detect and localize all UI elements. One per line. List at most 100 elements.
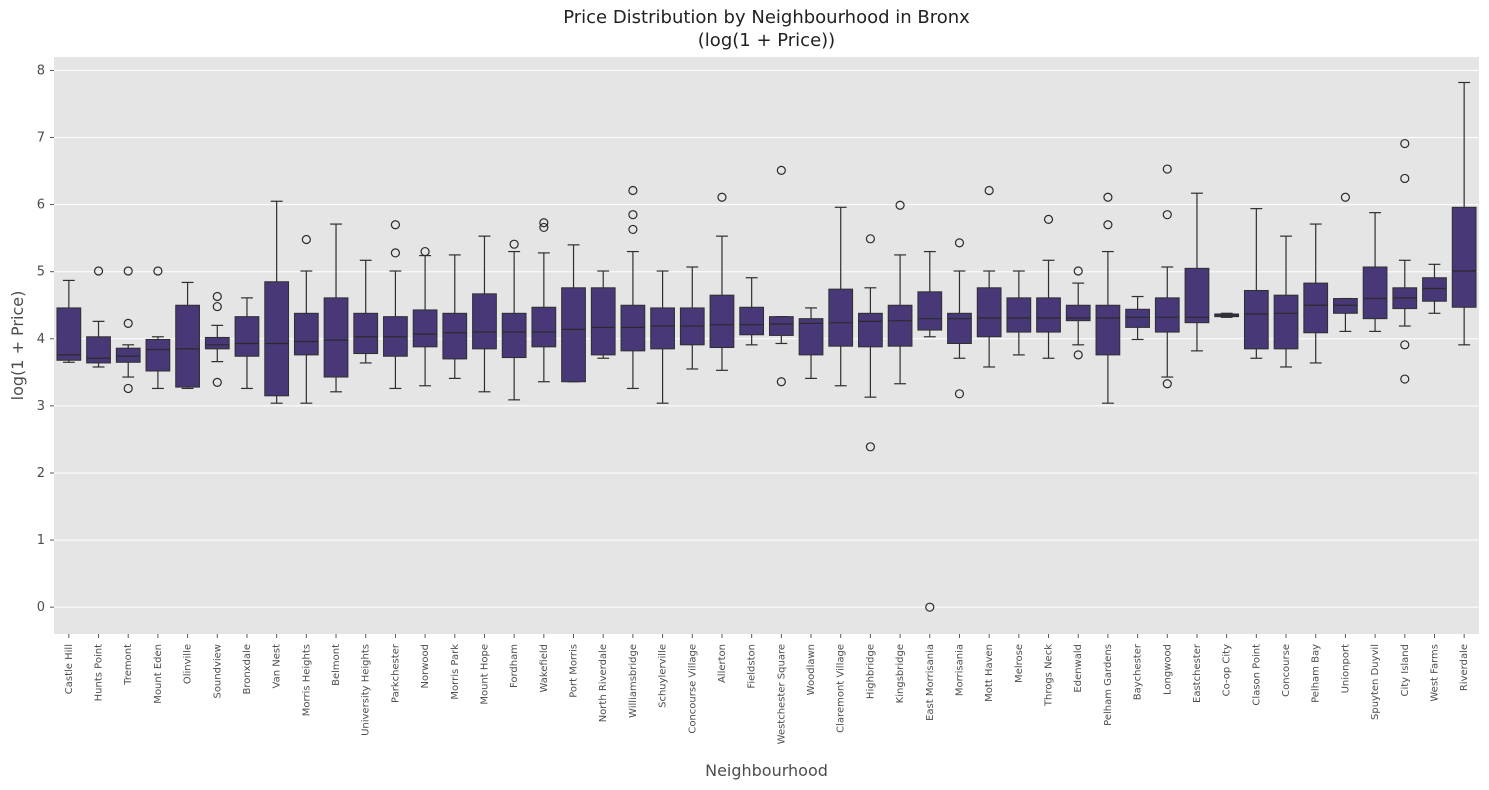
x-tick-label: Williamsbridge bbox=[628, 644, 639, 718]
outlier-point bbox=[1073, 350, 1083, 360]
outlier-point bbox=[509, 239, 519, 249]
x-tick-label: Clason Point bbox=[1251, 644, 1262, 706]
iqr-box bbox=[472, 293, 497, 350]
x-tick-label: Mott Haven bbox=[984, 644, 995, 702]
box-concourse-village: Concourse Village bbox=[679, 266, 705, 734]
box-bronxdale: Bronxdale bbox=[234, 297, 260, 695]
box-parkchester: Parkchester bbox=[383, 220, 408, 703]
x-tick-label: Highbridge bbox=[865, 644, 876, 699]
box-mount-hope: Mount Hope bbox=[472, 235, 497, 705]
outlier-point bbox=[1162, 379, 1172, 389]
iqr-box bbox=[768, 316, 794, 336]
outlier-point bbox=[895, 200, 905, 210]
box-olinville: Olinville bbox=[175, 281, 200, 684]
x-tick-label: Spuyten Duyvil bbox=[1370, 644, 1381, 720]
outlier-point bbox=[153, 266, 163, 276]
x-tick-label: Mount Hope bbox=[479, 644, 490, 705]
iqr-box bbox=[1036, 297, 1061, 333]
box-city-island: City Island bbox=[1392, 138, 1418, 697]
outlier-point bbox=[212, 301, 222, 312]
iqr-box bbox=[1184, 267, 1210, 324]
x-tick-label: Concourse bbox=[1281, 644, 1292, 697]
iqr-box bbox=[620, 304, 646, 352]
iqr-box bbox=[1065, 304, 1091, 322]
outlier-point bbox=[1103, 220, 1113, 230]
x-tick-label: Port Morris bbox=[569, 644, 580, 698]
x-tick-label: Westchester Square bbox=[776, 644, 787, 744]
iqr-box bbox=[976, 287, 1002, 338]
x-tick-label: Kingsbridge bbox=[895, 644, 906, 703]
outlier-point bbox=[123, 383, 133, 394]
iqr-box bbox=[1006, 297, 1032, 333]
box-baychester: Baychester bbox=[1125, 295, 1150, 700]
outlier-point bbox=[717, 192, 727, 202]
x-tick-label: Baychester bbox=[1133, 643, 1144, 700]
iqr-box bbox=[204, 336, 230, 350]
iqr-box bbox=[650, 307, 675, 350]
box-williamsbridge: Williamsbridge bbox=[620, 185, 646, 718]
outlier-point bbox=[925, 602, 935, 612]
iqr-box bbox=[412, 309, 438, 348]
iqr-box bbox=[175, 304, 200, 388]
iqr-box bbox=[1422, 277, 1447, 302]
box-co-op-city: Co-op City bbox=[1214, 312, 1240, 696]
box-belmont: Belmont bbox=[323, 223, 349, 686]
x-tick-label: Schuylerville bbox=[658, 644, 669, 708]
x-tick-label: Longwood bbox=[1162, 644, 1173, 695]
outlier-point bbox=[1400, 173, 1410, 184]
plot-area bbox=[54, 57, 1479, 634]
box-claremont-village: Claremont Village bbox=[828, 206, 854, 733]
outlier-point bbox=[1400, 340, 1410, 350]
x-axis-label: Neighbourhood bbox=[705, 761, 828, 780]
y-tick-label: 5 bbox=[37, 265, 45, 280]
y-tick-label: 6 bbox=[37, 198, 45, 213]
x-tick-label: Tremont bbox=[123, 644, 134, 686]
y-tick-label: 7 bbox=[37, 131, 45, 146]
outlier-point bbox=[954, 389, 965, 399]
outlier-point bbox=[1103, 192, 1113, 202]
x-tick-label: Bronxdale bbox=[242, 644, 253, 695]
x-tick-label: Pelham Bay bbox=[1311, 644, 1322, 703]
x-tick-label: Allerton bbox=[717, 644, 728, 683]
box-university-heights: University Heights bbox=[353, 259, 379, 736]
box-north-riverdale: North Riverdale bbox=[590, 270, 616, 722]
outlier-point bbox=[1340, 192, 1351, 202]
x-tick-label: Hunts Point bbox=[94, 644, 105, 701]
box-kingsbridge: Kingsbridge bbox=[887, 200, 913, 703]
iqr-box bbox=[709, 294, 735, 349]
outlier-point bbox=[1400, 138, 1410, 149]
box-woodlawn: Woodlawn bbox=[798, 307, 824, 695]
outlier-point bbox=[539, 222, 549, 233]
y-tick-label: 8 bbox=[37, 63, 45, 78]
x-tick-label: Soundview bbox=[212, 644, 223, 699]
iqr-box bbox=[145, 338, 171, 372]
outlier-point bbox=[865, 442, 876, 452]
iqr-box bbox=[1273, 294, 1299, 350]
box-highbridge: Highbridge bbox=[858, 234, 883, 699]
outlier-point bbox=[984, 185, 994, 196]
outlier-point bbox=[123, 266, 133, 276]
outlier-point bbox=[420, 246, 430, 257]
outlier-point bbox=[212, 291, 222, 302]
iqr-box bbox=[323, 297, 349, 378]
y-tick-label: 4 bbox=[37, 332, 45, 347]
iqr-box bbox=[887, 304, 913, 347]
x-tick-label: West Farms bbox=[1429, 644, 1440, 702]
iqr-box bbox=[1154, 297, 1180, 333]
iqr-box bbox=[858, 312, 883, 348]
iqr-box bbox=[264, 281, 290, 397]
outlier-point bbox=[1162, 210, 1172, 220]
box-allerton: Allerton bbox=[709, 192, 735, 683]
y-tick-label: 0 bbox=[37, 600, 45, 615]
outlier-point bbox=[776, 377, 786, 387]
x-tick-label: Woodlawn bbox=[806, 644, 817, 695]
box-pelham-bay: Pelham Bay bbox=[1303, 223, 1329, 703]
iqr-box bbox=[86, 336, 111, 364]
box-morrisania: Morrisania bbox=[947, 238, 972, 696]
iqr-box bbox=[739, 306, 765, 336]
outlier-point bbox=[776, 165, 786, 175]
outlier-point bbox=[1073, 266, 1083, 276]
iqr-box bbox=[442, 312, 468, 360]
